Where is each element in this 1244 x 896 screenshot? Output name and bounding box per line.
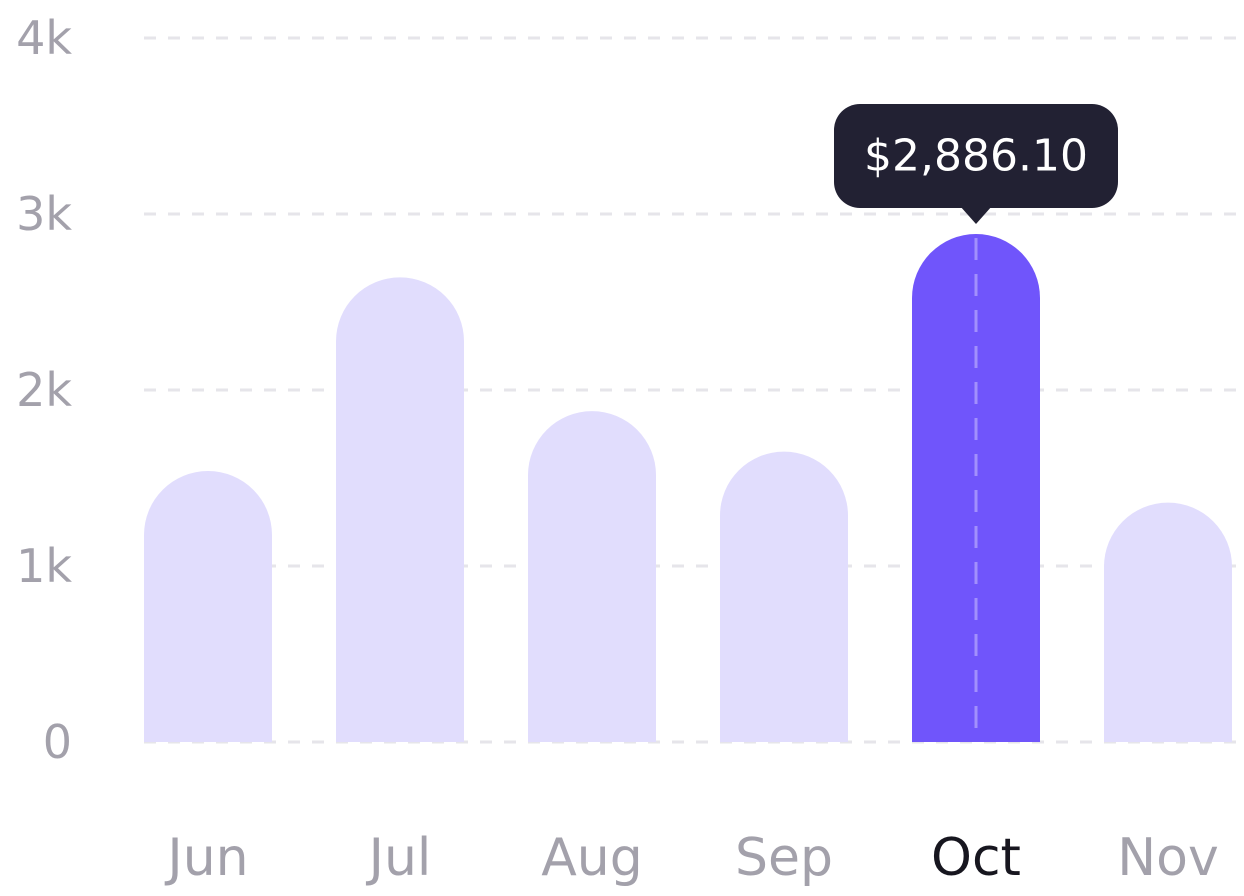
x-tick-label: Jun xyxy=(164,828,248,888)
y-tick-label: 4k xyxy=(16,11,72,65)
y-tick-label: 0 xyxy=(43,715,72,769)
y-tick-label: 2k xyxy=(16,363,72,417)
y-axis: 0 1k 2k 3k 4k xyxy=(16,11,72,769)
x-axis: Jun Jul Aug Sep Oct Nov xyxy=(164,828,1218,888)
bar-aug[interactable] xyxy=(528,411,656,742)
x-tick-label: Sep xyxy=(735,828,833,888)
tooltip-value: $2,886.10 xyxy=(864,131,1088,182)
x-tick-label: Aug xyxy=(541,828,643,888)
x-tick-label: Oct xyxy=(931,828,1021,888)
bar-jul[interactable] xyxy=(336,277,464,742)
bar-oct[interactable] xyxy=(912,234,1040,742)
y-tick-label: 3k xyxy=(16,187,72,241)
x-tick-label: Nov xyxy=(1117,828,1219,888)
tooltip-pointer xyxy=(960,206,992,224)
bar-sep[interactable] xyxy=(720,451,848,742)
grid-lines xyxy=(144,36,1244,744)
bars xyxy=(144,234,1232,742)
bar-jun[interactable] xyxy=(144,470,272,742)
tooltip-background xyxy=(834,104,1118,208)
x-tick-label: Jul xyxy=(366,828,432,888)
bar-nov[interactable] xyxy=(1104,502,1232,742)
y-tick-label: 1k xyxy=(16,539,72,593)
value-tooltip: $2,886.10 xyxy=(834,104,1118,224)
